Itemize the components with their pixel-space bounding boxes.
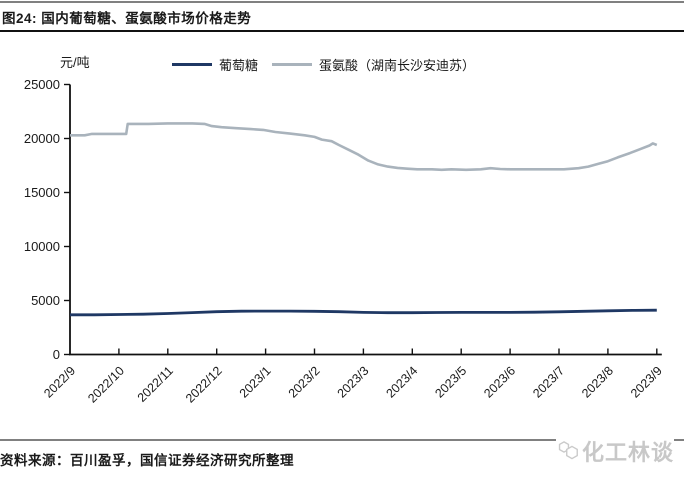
y-tick-label: 15000 — [24, 185, 60, 200]
watermark-text: 化工林谈 — [581, 440, 674, 465]
chart-legend: 葡萄糖 蛋氨酸（湖南长沙安迪苏） — [172, 55, 483, 74]
y-tick-label: 0 — [53, 347, 60, 362]
x-tick-label: 2023/2 — [286, 364, 323, 401]
title-divider — [0, 30, 684, 32]
legend-item-1: 蛋氨酸（湖南长沙安迪苏） — [272, 55, 475, 74]
x-tick-label: 2023/7 — [530, 364, 567, 401]
legend-swatch-1 — [272, 63, 313, 66]
x-tick-label: 2023/4 — [383, 364, 420, 401]
x-tick-label: 2022/12 — [183, 364, 225, 406]
legend-label-1: 蛋氨酸（湖南长沙安迪苏） — [319, 58, 476, 73]
x-tick-label: 2023/6 — [481, 364, 518, 401]
molecule-hexagons-icon — [558, 441, 578, 460]
y-axis-unit-label: 元/吨 — [60, 55, 90, 70]
x-tick-label: 2023/1 — [237, 364, 274, 401]
source-note: 资料来源：百川盈孚，国信证券经济研究所整理 — [0, 453, 294, 468]
watermark-logo: 化工林谈 — [556, 427, 674, 475]
y-tick-label: 25000 — [24, 77, 60, 92]
legend-label-0: 葡萄糖 — [219, 58, 259, 73]
top-divider — [0, 1, 684, 3]
series-line-1 — [70, 122, 658, 172]
x-tick-label: 2023/5 — [432, 364, 469, 401]
y-tick-label: 20000 — [24, 131, 60, 146]
figure-title: 图24: 国内葡萄糖、蛋氨酸市场价格走势 — [2, 11, 252, 26]
legend-swatch-0 — [172, 63, 212, 66]
bottom-divider — [0, 439, 684, 441]
x-tick-label: 2022/9 — [41, 364, 78, 401]
x-tick-label: 2023/9 — [628, 364, 665, 401]
series-line-0 — [70, 308, 657, 317]
x-tick-label: 2022/10 — [85, 364, 127, 406]
y-tick-label: 5000 — [31, 293, 60, 308]
legend-item-0: 葡萄糖 — [172, 55, 258, 74]
x-tick-label: 2023/3 — [335, 364, 372, 401]
y-tick-label: 10000 — [24, 239, 60, 254]
x-tick-label: 2022/11 — [135, 364, 176, 405]
x-tick-label: 2023/8 — [579, 364, 616, 401]
